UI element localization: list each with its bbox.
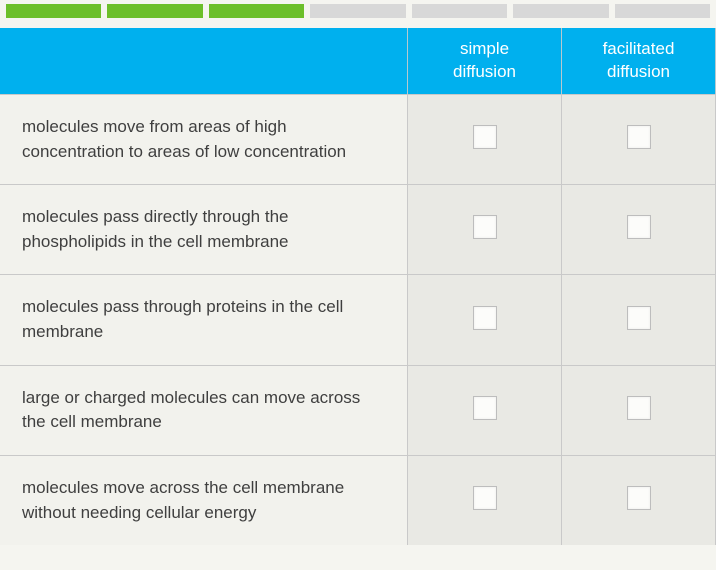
progress-segment <box>107 4 202 18</box>
description-text: molecules pass through proteins in the c… <box>22 297 343 341</box>
checkbox[interactable] <box>627 125 651 149</box>
progress-segment <box>412 4 507 18</box>
progress-bar <box>0 0 716 28</box>
description-text: molecules pass directly through the phos… <box>22 207 289 251</box>
checkbox-cell <box>562 455 716 545</box>
checkbox[interactable] <box>473 125 497 149</box>
progress-segment <box>310 4 405 18</box>
description-text: molecules move across the cell membrane … <box>22 478 344 522</box>
header-blank <box>0 28 408 94</box>
description-cell: molecules pass through proteins in the c… <box>0 274 408 364</box>
header-label: facilitateddiffusion <box>603 39 675 81</box>
header-col-facilitated: facilitateddiffusion <box>562 28 716 94</box>
table-row: large or charged molecules can move acro… <box>0 365 716 455</box>
checkbox-cell <box>408 365 562 455</box>
checkbox-cell <box>562 94 716 184</box>
checkbox[interactable] <box>473 396 497 420</box>
table-header-row: simplediffusion facilitateddiffusion <box>0 28 716 94</box>
table-row: molecules move across the cell membrane … <box>0 455 716 545</box>
description-cell: molecules move across the cell membrane … <box>0 455 408 545</box>
progress-segment <box>513 4 608 18</box>
checkbox-cell <box>408 274 562 364</box>
progress-segment <box>209 4 304 18</box>
table-row: molecules pass through proteins in the c… <box>0 274 716 364</box>
description-cell: large or charged molecules can move acro… <box>0 365 408 455</box>
description-text: large or charged molecules can move acro… <box>22 388 360 432</box>
checkbox[interactable] <box>473 486 497 510</box>
description-cell: molecules move from areas of high concen… <box>0 94 408 184</box>
progress-segment <box>6 4 101 18</box>
checkbox[interactable] <box>627 396 651 420</box>
checkbox-cell <box>408 455 562 545</box>
checkbox-cell <box>562 274 716 364</box>
table-row: molecules move from areas of high concen… <box>0 94 716 184</box>
description-text: molecules move from areas of high concen… <box>22 117 346 161</box>
progress-segment <box>615 4 710 18</box>
table-row: molecules pass directly through the phos… <box>0 184 716 274</box>
checkbox[interactable] <box>627 306 651 330</box>
checkbox-cell <box>408 94 562 184</box>
checkbox-cell <box>408 184 562 274</box>
checkbox[interactable] <box>627 215 651 239</box>
checkbox-cell <box>562 184 716 274</box>
comparison-table: simplediffusion facilitateddiffusion mol… <box>0 28 716 545</box>
description-cell: molecules pass directly through the phos… <box>0 184 408 274</box>
checkbox[interactable] <box>473 306 497 330</box>
checkbox[interactable] <box>627 486 651 510</box>
checkbox-cell <box>562 365 716 455</box>
checkbox[interactable] <box>473 215 497 239</box>
header-col-simple: simplediffusion <box>408 28 562 94</box>
header-label: simplediffusion <box>453 39 516 81</box>
